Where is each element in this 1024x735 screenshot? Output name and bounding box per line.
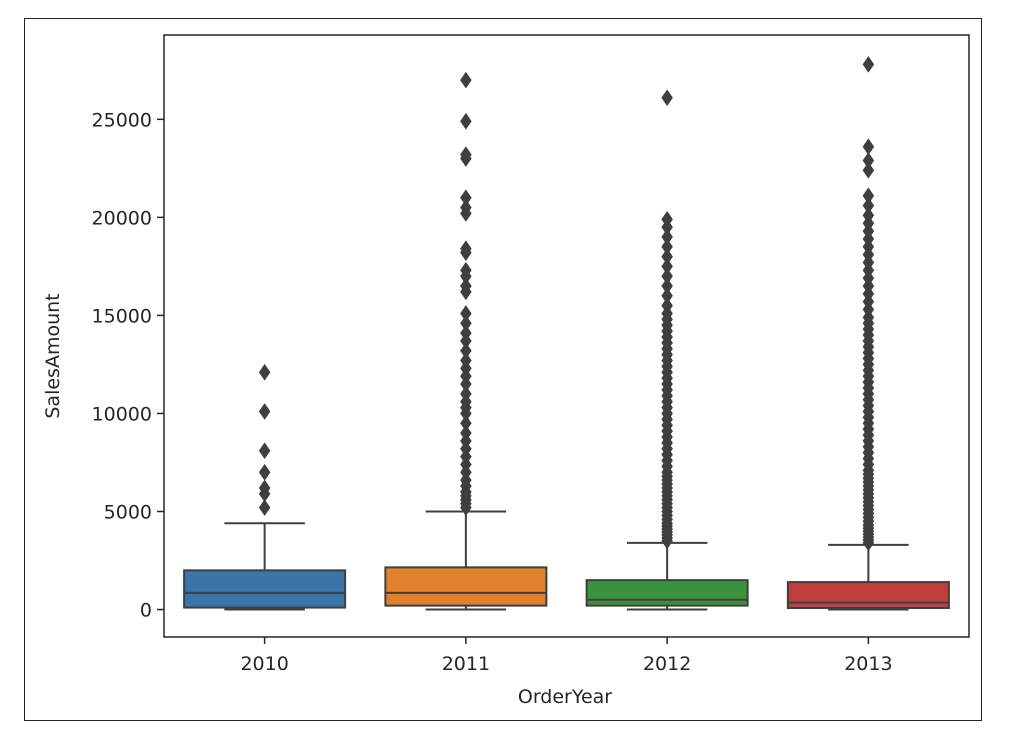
- year-2013-outlier-point: [862, 55, 875, 73]
- year-2011-outlier-point: [460, 305, 472, 322]
- figure-frame: 0 5000 10000 15000 20000 25000 2010 2011 2012 201…: [24, 18, 982, 721]
- plot-area-frame: [163, 34, 970, 638]
- year-2011-box: [384, 566, 548, 607]
- y-tick-label: 10000: [92, 403, 152, 425]
- year-2012-outlier-point: [661, 228, 673, 246]
- year-2011-outlier-point: [460, 240, 472, 258]
- y-tick-label: 25000: [92, 109, 152, 131]
- year-2011-outlier-point: [460, 261, 472, 279]
- y-tick-label: 20000: [92, 207, 152, 229]
- year-2012-outlier-point: [661, 287, 673, 305]
- year-2010-outlier-point: [258, 499, 271, 517]
- year-2013-outlier-point: [862, 187, 875, 205]
- y-tick-label: 5000: [104, 502, 152, 524]
- year-2012-outlier-point: [661, 277, 673, 295]
- y-tick-label: 15000: [92, 305, 152, 327]
- year-2012-box: [585, 579, 749, 607]
- year-2012-outlier-point: [661, 210, 673, 228]
- year-2011-outlier-point: [460, 71, 472, 89]
- x-tick-label: 2012: [643, 653, 691, 675]
- year-2010-box: [183, 569, 347, 609]
- year-2011-outlier-point: [460, 385, 472, 403]
- year-2011-outlier-point: [460, 352, 472, 369]
- year-2012-outlier-point: [661, 297, 673, 315]
- year-2012-outlier-point: [661, 89, 673, 107]
- year-2010-outlier-point: [258, 463, 271, 481]
- year-2013-outlier-point: [862, 206, 875, 224]
- x-tick-label: 2013: [844, 653, 892, 675]
- year-2010-outlier-point: [258, 442, 271, 460]
- year-2013-outlier-point: [862, 161, 875, 179]
- year-2013-box: [786, 581, 950, 609]
- year-2011-outlier-point: [460, 199, 472, 217]
- year-2011-outlier-point: [460, 277, 472, 295]
- year-2010-outlier-point: [258, 363, 271, 381]
- year-2012-outlier-point: [661, 257, 673, 275]
- year-2012-outlier-point: [661, 267, 673, 285]
- year-2011-outlier-point: [460, 324, 472, 342]
- x-axis-label: OrderYear: [518, 686, 612, 708]
- boxplot-chart: 0 5000 10000 15000 20000 25000 2010 2011 2012 201…: [42, 34, 970, 708]
- y-axis-label: SalesAmount: [42, 293, 64, 418]
- year-2011-outlier-point: [460, 342, 472, 360]
- y-tick-label: 0: [140, 600, 152, 622]
- year-2010-outlier-point: [258, 403, 271, 420]
- year-2012-outlier-point: [661, 248, 673, 266]
- x-tick-label: 2010: [240, 653, 288, 675]
- year-2010-outlier-point: [258, 479, 271, 497]
- year-2011-outlier-point: [460, 189, 472, 207]
- year-2011-outlier-point: [460, 112, 472, 130]
- year-2011-outlier-point: [460, 424, 472, 442]
- year-2012-outlier-point: [661, 238, 673, 256]
- year-2013-outlier-point: [862, 152, 875, 169]
- year-2011-outlier-point: [460, 314, 472, 332]
- year-2013-outlier-point: [862, 197, 875, 215]
- x-tick-label: 2011: [442, 653, 490, 675]
- year-2013-outlier-point: [862, 138, 875, 156]
- year-2011-outlier-point: [460, 146, 472, 164]
- year-2011-outlier-point: [460, 414, 472, 432]
